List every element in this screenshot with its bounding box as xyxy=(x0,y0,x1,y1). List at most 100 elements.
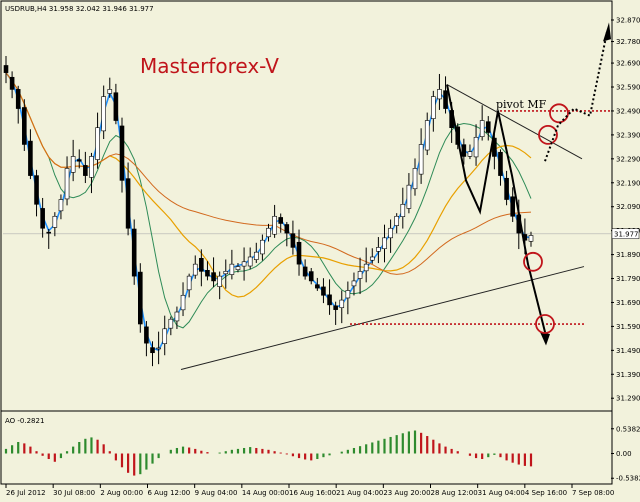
candle-body xyxy=(211,272,216,282)
candle-body xyxy=(315,284,320,289)
indicator-panel-frame xyxy=(0,410,613,485)
candle-body xyxy=(235,266,241,271)
descending-trendline xyxy=(446,84,583,160)
time-tick-label: 4 Sep 16:00 xyxy=(525,489,567,497)
price-tick-label: 32.290 xyxy=(616,155,640,163)
candle-body xyxy=(400,204,406,217)
time-tick-label: 23 Aug 20:00 xyxy=(383,489,430,497)
candle-body xyxy=(485,121,491,133)
candle-body xyxy=(150,347,155,354)
candle-body xyxy=(504,177,509,200)
ao-tick-label: -0.5382 xyxy=(616,475,640,483)
ao-label: AO -0.2821 xyxy=(5,417,44,425)
candle-body xyxy=(192,263,198,276)
highlight-circle xyxy=(549,103,569,124)
candle-body xyxy=(363,263,369,272)
candle-body xyxy=(443,90,448,109)
candle-body xyxy=(125,178,131,229)
candle-body xyxy=(162,328,168,344)
candle-body xyxy=(89,156,94,178)
time-tick-label: 31 Aug 04:00 xyxy=(478,489,525,497)
ma-mid-line xyxy=(5,72,532,329)
candle-body xyxy=(34,175,39,205)
candle-body xyxy=(437,89,442,100)
candle-body xyxy=(308,271,314,282)
candle-body xyxy=(467,151,473,157)
candle-body xyxy=(40,208,45,229)
candle-body xyxy=(369,256,375,261)
candle-body xyxy=(412,168,418,190)
candle-body xyxy=(70,156,76,173)
candle-body xyxy=(168,318,174,329)
candle-body xyxy=(131,228,137,277)
candle-body xyxy=(376,247,381,252)
price-tick-label: 32.390 xyxy=(616,131,640,139)
down-arrow-head xyxy=(540,331,550,346)
price-tick-label: 31.690 xyxy=(616,299,640,307)
time-tick-label: 6 Aug 12:00 xyxy=(148,489,191,497)
candle-body xyxy=(76,159,82,162)
price-tick-label: 32.490 xyxy=(616,107,640,115)
price-tick-label: 31.490 xyxy=(616,347,640,355)
candle-body xyxy=(241,261,247,267)
candle-body xyxy=(302,266,308,277)
candle-body xyxy=(9,76,15,90)
candle-body xyxy=(205,270,210,277)
time-tick-label: 9 Aug 04:00 xyxy=(195,489,238,497)
candle-body xyxy=(15,89,21,109)
time-tick-label: 30 Jul 08:00 xyxy=(53,489,95,497)
price-tick-label: 31.590 xyxy=(616,323,640,331)
candle-body xyxy=(223,271,229,275)
candle-body xyxy=(46,231,52,234)
candle-body xyxy=(431,96,436,119)
candle-body xyxy=(144,326,149,344)
candle-body xyxy=(321,286,326,296)
candle-body xyxy=(253,251,259,260)
price-tick-label: 31.390 xyxy=(616,371,640,379)
symbol-header: USDRUB,H4 31.958 32.042 31.946 31.977 xyxy=(5,5,154,13)
candle-body xyxy=(101,96,106,132)
candle-body xyxy=(278,217,284,224)
candle-body xyxy=(107,89,113,94)
price-tick-label: 31.790 xyxy=(616,275,640,283)
candle-body xyxy=(174,311,180,322)
watermark-title: Masterforex-V xyxy=(140,54,279,78)
highlight-circle xyxy=(535,314,555,334)
candle-body xyxy=(339,299,345,309)
current-price-label: 31.977 xyxy=(614,230,639,238)
rising-trendline xyxy=(180,266,585,370)
candle-body xyxy=(345,290,351,299)
price-tick-label: 31.290 xyxy=(616,395,640,403)
candle-body xyxy=(357,271,363,279)
candle-body xyxy=(138,271,143,325)
candle-body xyxy=(290,233,296,248)
candle-body xyxy=(272,215,277,235)
ao-tick-label: 0.00 xyxy=(616,450,632,458)
candle-body xyxy=(229,263,235,275)
candle-body xyxy=(186,275,192,291)
price-tick-label: 32.190 xyxy=(616,179,640,187)
time-tick-label: 16 Aug 16:00 xyxy=(289,489,336,497)
time-tick-label: 7 Sep 08:00 xyxy=(572,489,614,497)
up-arrow-head xyxy=(603,22,611,42)
highlight-circle xyxy=(538,124,558,145)
candle-body xyxy=(95,127,100,160)
candle-body xyxy=(351,280,357,287)
time-tick-label: 21 Aug 04:00 xyxy=(336,489,383,497)
price-tick-label: 32.780 xyxy=(616,38,640,46)
candle-body xyxy=(180,294,186,311)
highlight-circle xyxy=(523,251,543,272)
candle-body xyxy=(327,294,332,306)
price-tick-label: 32.690 xyxy=(616,60,640,68)
candle-body xyxy=(156,347,161,350)
candle-body xyxy=(260,239,265,255)
candle-body xyxy=(119,125,125,181)
candle-body xyxy=(247,256,253,267)
time-tick-label: 26 Jul 2012 xyxy=(6,489,46,497)
candle-body xyxy=(528,235,534,242)
candle-body xyxy=(498,151,503,176)
candle-body xyxy=(394,215,399,226)
candle-body xyxy=(52,215,58,228)
